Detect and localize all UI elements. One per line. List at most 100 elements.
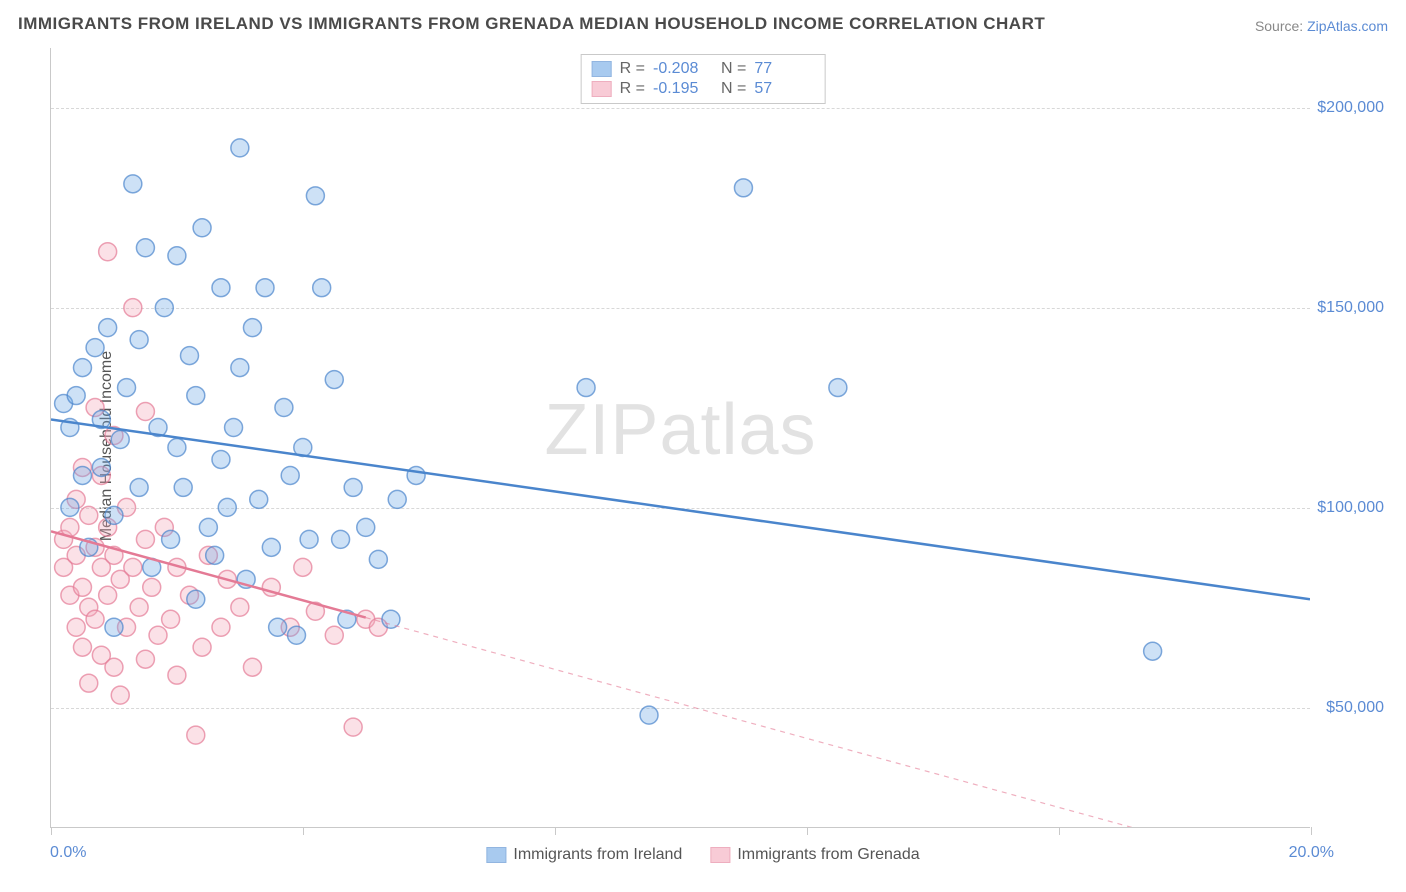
x-tick: [303, 827, 304, 835]
scatter-point: [162, 530, 180, 548]
y-tick-label: $150,000: [1317, 299, 1384, 317]
swatch-ireland: [592, 61, 612, 77]
trend-line-extrapolated: [366, 618, 1247, 827]
chart-title: IMMIGRANTS FROM IRELAND VS IMMIGRANTS FR…: [18, 14, 1045, 34]
scatter-point: [369, 550, 387, 568]
scatter-point: [67, 618, 85, 636]
source-value: ZipAtlas.com: [1307, 18, 1388, 34]
r-value-grenada: -0.195: [653, 80, 713, 98]
scatter-point: [332, 530, 350, 548]
scatter-point: [829, 379, 847, 397]
scatter-point: [382, 610, 400, 628]
scatter-point: [111, 686, 129, 704]
scatter-point: [577, 379, 595, 397]
scatter-point: [136, 530, 154, 548]
scatter-point: [262, 538, 280, 556]
scatter-point: [118, 379, 136, 397]
scatter-point: [734, 179, 752, 197]
swatch-grenada: [592, 81, 612, 97]
scatter-point: [306, 187, 324, 205]
scatter-point: [99, 243, 117, 261]
r-label: R =: [620, 80, 645, 98]
series-name-grenada: Immigrants from Grenada: [737, 846, 919, 864]
scatter-point: [80, 674, 98, 692]
scatter-point: [275, 399, 293, 417]
scatter-point: [231, 598, 249, 616]
scatter-point: [325, 371, 343, 389]
scatter-point: [313, 279, 331, 297]
scatter-point: [231, 359, 249, 377]
scatter-point: [256, 279, 274, 297]
x-axis-end-label: 20.0%: [1289, 844, 1334, 862]
scatter-point: [130, 331, 148, 349]
plot-svg: [51, 48, 1310, 827]
scatter-point: [212, 618, 230, 636]
scatter-point: [180, 347, 198, 365]
scatter-point: [344, 478, 362, 496]
scatter-point: [124, 558, 142, 576]
scatter-point: [225, 419, 243, 437]
scatter-point: [99, 319, 117, 337]
scatter-point: [73, 638, 91, 656]
r-value-ireland: -0.208: [653, 60, 713, 78]
scatter-point: [231, 139, 249, 157]
y-tick-label: $50,000: [1326, 699, 1384, 717]
x-tick: [51, 827, 52, 835]
x-tick: [555, 827, 556, 835]
scatter-point: [212, 450, 230, 468]
scatter-point: [269, 618, 287, 636]
scatter-point: [407, 466, 425, 484]
scatter-point: [388, 490, 406, 508]
n-label: N =: [721, 80, 746, 98]
scatter-point: [111, 431, 129, 449]
scatter-point: [212, 279, 230, 297]
y-tick-label: $100,000: [1317, 499, 1384, 517]
n-label: N =: [721, 60, 746, 78]
scatter-point: [136, 403, 154, 421]
scatter-point: [105, 506, 123, 524]
scatter-point: [168, 666, 186, 684]
scatter-point: [193, 219, 211, 237]
x-axis-start-label: 0.0%: [50, 844, 86, 862]
scatter-point: [124, 299, 142, 317]
legend-item-grenada: Immigrants from Grenada: [710, 846, 919, 864]
source-attribution: Source: ZipAtlas.com: [1255, 18, 1388, 34]
scatter-point: [187, 590, 205, 608]
scatter-point: [325, 626, 343, 644]
scatter-point: [168, 438, 186, 456]
x-tick: [1059, 827, 1060, 835]
y-tick-label: $200,000: [1317, 99, 1384, 117]
legend-row-ireland: R = -0.208 N = 77: [592, 59, 815, 79]
series-name-ireland: Immigrants from Ireland: [513, 846, 682, 864]
x-tick: [807, 827, 808, 835]
swatch-ireland-bottom: [486, 847, 506, 863]
scatter-point: [357, 518, 375, 536]
r-label: R =: [620, 60, 645, 78]
scatter-point: [243, 319, 261, 337]
scatter-point: [136, 650, 154, 668]
scatter-point: [99, 586, 117, 604]
scatter-point: [124, 175, 142, 193]
source-label: Source:: [1255, 18, 1303, 34]
scatter-point: [1144, 642, 1162, 660]
scatter-point: [136, 239, 154, 257]
scatter-point: [92, 458, 110, 476]
scatter-point: [105, 618, 123, 636]
scatter-point: [105, 658, 123, 676]
scatter-point: [73, 359, 91, 377]
x-tick: [1311, 827, 1312, 835]
scatter-point: [300, 530, 318, 548]
scatter-point: [199, 518, 217, 536]
scatter-point: [193, 638, 211, 656]
scatter-point: [73, 466, 91, 484]
scatter-point: [73, 578, 91, 596]
scatter-point: [86, 610, 104, 628]
scatter-point: [143, 578, 161, 596]
correlation-legend: R = -0.208 N = 77 R = -0.195 N = 57: [581, 54, 826, 104]
plot-area: ZIPatlas: [50, 48, 1310, 828]
scatter-point: [640, 706, 658, 724]
scatter-point: [61, 498, 79, 516]
scatter-point: [243, 658, 261, 676]
scatter-point: [187, 387, 205, 405]
scatter-point: [206, 546, 224, 564]
